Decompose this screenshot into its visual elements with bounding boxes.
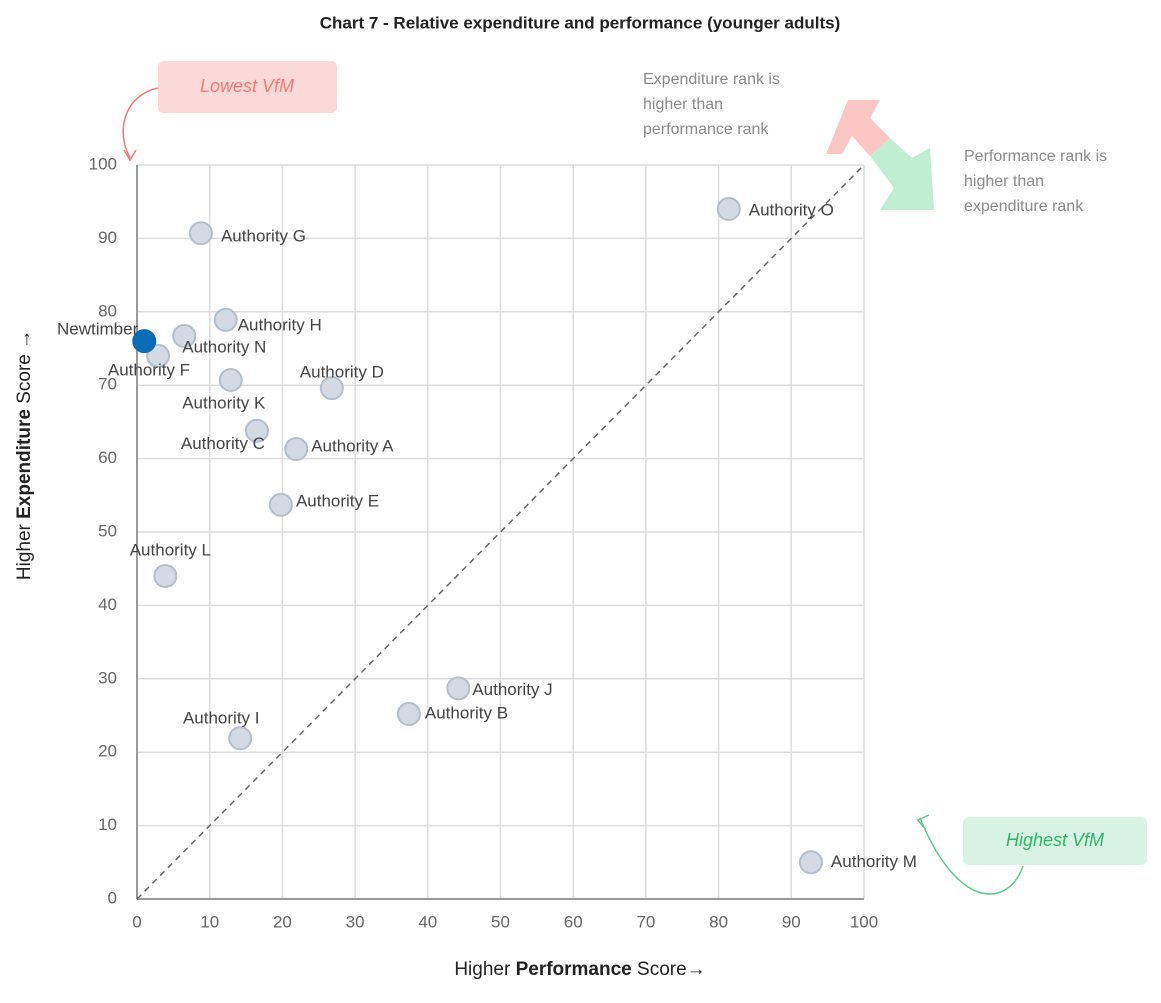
point <box>798 850 823 875</box>
y-tick-label: 10 <box>98 815 117 834</box>
point <box>396 702 421 727</box>
point-label: Authority D <box>300 363 384 382</box>
point <box>446 676 471 701</box>
point-label: Authority E <box>296 491 379 510</box>
y-label-part: Expenditure <box>14 409 35 519</box>
highest-label: Highest VfM <box>1006 830 1104 850</box>
point-label: Authority J <box>472 680 552 699</box>
chart-title: Chart 7 - Relative expenditure and perfo… <box>320 13 841 32</box>
x-tick-label: 100 <box>850 912 878 931</box>
point <box>146 343 171 368</box>
point <box>172 324 197 349</box>
lowest-arrow <box>122 87 159 159</box>
parity-line <box>136 164 865 900</box>
point-label: Authority C <box>181 434 265 453</box>
point-label: Authority K <box>182 394 266 413</box>
y-tick-label: 30 <box>98 668 117 687</box>
lowest-label: Lowest VfM <box>200 76 294 96</box>
performance-note: Performance rank is <box>964 148 1107 165</box>
y-label-part: Higher <box>14 519 35 580</box>
point <box>268 492 293 517</box>
point <box>228 726 253 751</box>
y-tick-label: 50 <box>98 521 117 540</box>
point-label: Authority I <box>183 709 260 728</box>
y-tick-label: 70 <box>98 375 117 394</box>
y-label-part: Score → <box>14 330 35 409</box>
lowest-arrowhead <box>123 149 137 162</box>
y-tick-label: 40 <box>98 595 117 614</box>
point <box>153 564 178 589</box>
performance-note: higher than <box>964 173 1044 190</box>
x-tick-label: 60 <box>564 912 583 931</box>
x-axis-label: Higher Performance Score→ <box>454 959 705 980</box>
highest-box <box>963 817 1147 865</box>
point-label: Authority B <box>425 704 508 723</box>
x-tick-label: 90 <box>782 912 801 931</box>
expenditure-note: performance rank <box>643 121 769 138</box>
point <box>716 197 741 222</box>
performance-note: expenditure rank <box>964 198 1084 215</box>
lowest-box <box>158 61 337 113</box>
point <box>218 368 243 393</box>
x-tick-label: 0 <box>132 912 141 931</box>
point-label: Authority G <box>221 227 306 246</box>
highest-arrow <box>919 817 1024 895</box>
point-label: Authority A <box>311 437 394 456</box>
y-axis-label: Higher Expenditure Score → <box>14 330 35 580</box>
point <box>284 437 309 462</box>
point-label: Authority F <box>108 360 190 379</box>
point-label: Authority H <box>238 315 322 334</box>
x-tick-label: 10 <box>200 912 219 931</box>
x-tick-label: 40 <box>418 912 437 931</box>
x-label-part: Score→ <box>632 959 706 980</box>
y-tick-label: 20 <box>98 742 117 761</box>
expenditure-note: higher than <box>643 96 723 113</box>
x-tick-label: 50 <box>491 912 510 931</box>
point-label: Authority M <box>831 852 917 871</box>
point <box>132 329 157 354</box>
x-tick-label: 80 <box>709 912 728 931</box>
point-label: Authority O <box>749 201 834 220</box>
expenditure-arrow <box>826 100 890 156</box>
point-label: Authority N <box>182 338 266 357</box>
x-label-part: Performance <box>516 959 632 980</box>
y-tick-label: 90 <box>98 228 117 247</box>
point-label: Newtimber <box>57 320 139 339</box>
point <box>244 418 269 443</box>
point <box>188 221 213 246</box>
performance-arrow <box>870 138 934 210</box>
y-tick-label: 100 <box>89 154 117 173</box>
highest-arrowhead <box>916 814 930 831</box>
point-label: Authority L <box>130 541 211 560</box>
x-label-part: Higher <box>454 959 515 980</box>
x-tick-label: 70 <box>636 912 655 931</box>
y-tick-label: 0 <box>108 888 117 907</box>
x-tick-label: 30 <box>346 912 365 931</box>
x-tick-label: 20 <box>273 912 292 931</box>
y-tick-label: 80 <box>98 301 117 320</box>
point <box>213 307 238 332</box>
point <box>319 376 344 401</box>
expenditure-note: Expenditure rank is <box>643 71 780 88</box>
y-tick-label: 60 <box>98 448 117 467</box>
